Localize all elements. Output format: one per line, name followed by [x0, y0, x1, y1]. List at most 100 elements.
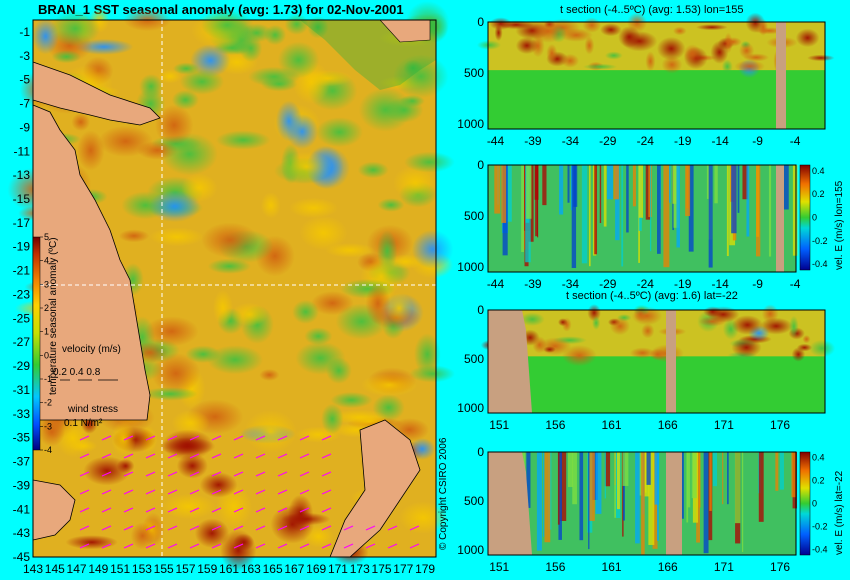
wind-arrow — [211, 525, 222, 531]
vel-colorbar-tick-label: -0.4 — [812, 544, 828, 554]
map-y-tick-label: -39 — [13, 478, 31, 492]
anomaly-patch — [158, 69, 182, 84]
velocity-stripe — [791, 452, 797, 498]
anomaly-patch — [231, 302, 268, 327]
anomaly-patch — [71, 113, 91, 132]
wind-arrow — [189, 525, 200, 531]
velocity-stripe — [734, 452, 741, 524]
anomaly-patch — [377, 198, 405, 212]
wind-arrow — [167, 435, 178, 441]
panel-x-tick-label: 156 — [545, 560, 565, 574]
panel-x-tick-label: -4 — [790, 134, 801, 148]
wind-arrow — [167, 453, 178, 459]
anomaly-patch — [199, 472, 238, 498]
section-patch — [645, 51, 656, 72]
section-patch — [621, 30, 658, 52]
wind-arrow — [167, 489, 178, 495]
wind-arrow — [321, 543, 332, 549]
velocity-stripe — [607, 165, 614, 200]
panel-x-tick-label: 176 — [770, 560, 790, 574]
anomaly-patch — [307, 16, 329, 39]
colorbar-tick-label: -4 — [44, 445, 52, 455]
wind-arrow — [277, 525, 288, 531]
anomaly-patch — [201, 9, 254, 41]
velocity-stripe — [645, 165, 651, 220]
vel-colorbar-tick-label: 0.2 — [812, 189, 825, 199]
panel-x-tick-label: -29 — [599, 134, 617, 148]
velocity-stripe — [559, 165, 564, 215]
section-land — [666, 452, 682, 555]
map-x-tick-label: 179 — [415, 562, 435, 576]
panel-y-tick-label: 1000 — [457, 401, 484, 415]
panel-x-tick-label: -24 — [637, 134, 655, 148]
section-patch — [795, 28, 820, 48]
anomaly-patch — [409, 438, 436, 460]
panel-x-tick-label: -19 — [674, 134, 692, 148]
map-y-tick-label: -43 — [13, 526, 31, 540]
section-patch — [559, 28, 593, 42]
map-x-tick-label: 165 — [263, 562, 283, 576]
anomaly-patch — [248, 66, 301, 87]
anomaly-patch — [284, 13, 309, 35]
section-patch — [802, 334, 811, 344]
velocity-stripe — [714, 165, 718, 204]
velocity-stripe — [646, 452, 651, 485]
wind-arrows — [79, 435, 420, 549]
anomaly-patch — [98, 125, 154, 158]
wind-arrow — [79, 453, 90, 459]
section-patch — [695, 24, 728, 31]
section-patch — [683, 44, 702, 64]
panel-x-tick-label: -34 — [562, 277, 580, 291]
panel-x-tick-label: -14 — [711, 277, 729, 291]
section-patch — [498, 20, 534, 30]
section-patch — [592, 316, 601, 330]
velocity-stripe — [779, 452, 784, 490]
wind-arrow — [167, 507, 178, 513]
panel-x-tick-label: -14 — [711, 134, 729, 148]
section-panel-2: 0 500 1000-44 -39 -34 -29 -24 -19 -14 -9 -4 — [457, 158, 800, 291]
map-x-tick-label: 173 — [350, 562, 370, 576]
anomaly-patch — [414, 333, 441, 376]
velocity-stripe — [626, 165, 629, 233]
anomaly-patch — [398, 501, 448, 534]
wind-arrow — [101, 525, 112, 531]
anomaly-patch — [399, 94, 425, 108]
wind-arrow — [101, 489, 112, 495]
velocity-stripe — [673, 165, 679, 228]
velocity-stripe — [648, 452, 655, 545]
map-x-tick-label: 145 — [45, 562, 65, 576]
map-y-tick-label: -15 — [13, 192, 31, 206]
map-y-tick-label: -29 — [13, 359, 31, 373]
wind-arrow — [299, 489, 310, 495]
velocity-stripe — [687, 452, 691, 508]
anomaly-patch — [393, 54, 449, 99]
map-y-tick-label: -11 — [14, 144, 31, 158]
vel-colorbar-ticks: 0.4 0.2 0 -0.2 -0.4 0.4 0.2 0 -0.2 -0.4 — [812, 166, 828, 554]
colorbar-label: temperature seasonal anomaly (ºC) — [48, 237, 59, 395]
velocity-stripe — [709, 452, 712, 511]
wind-arrow — [189, 471, 200, 477]
sst-map — [7, 1, 456, 572]
vel-colorbar-tick-label: 0.4 — [812, 453, 825, 463]
wind-arrow — [189, 435, 200, 441]
wind-arrow — [387, 543, 398, 549]
velocity-stripe — [783, 165, 789, 210]
velocity-stripe — [663, 165, 670, 268]
section-patch — [703, 306, 723, 318]
panel-y-tick-label: 1000 — [457, 117, 484, 131]
section-patch — [789, 315, 799, 338]
velocity-stripe — [641, 452, 645, 555]
wind-arrow — [211, 489, 222, 495]
velocity-stripe — [742, 452, 744, 552]
panel-x-tick-label: -19 — [674, 277, 692, 291]
velocity-stripe — [698, 452, 701, 508]
wind-arrow — [299, 435, 310, 441]
wind-arrow — [123, 471, 134, 477]
section-patch — [629, 347, 656, 359]
new-zealand-land — [329, 419, 421, 558]
velocity-stripe — [595, 452, 602, 514]
panel3-title: t section (-4..5ºC) (avg: 1.6) lat=-22 — [566, 290, 738, 302]
wind-arrow — [101, 507, 112, 513]
section-patch — [604, 51, 623, 60]
